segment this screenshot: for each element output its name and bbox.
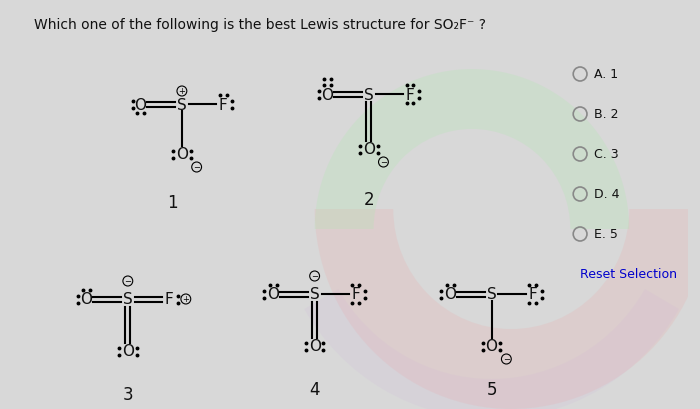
Text: F: F: [528, 287, 538, 302]
Text: 2: 2: [363, 191, 374, 209]
Text: A. 1: A. 1: [594, 68, 618, 81]
Text: 1: 1: [167, 193, 177, 211]
Text: B. 2: B. 2: [594, 108, 618, 121]
Text: S: S: [364, 87, 374, 102]
Text: −: −: [311, 272, 318, 281]
Text: S: S: [177, 97, 187, 112]
Text: −: −: [193, 163, 200, 172]
Wedge shape: [314, 70, 629, 229]
Text: 4: 4: [309, 380, 320, 398]
Text: D. 4: D. 4: [594, 188, 620, 201]
Text: F: F: [351, 287, 360, 302]
Text: F: F: [405, 87, 414, 102]
Text: O: O: [363, 142, 375, 157]
Wedge shape: [304, 289, 679, 409]
Text: O: O: [176, 147, 188, 162]
Text: S: S: [486, 287, 496, 302]
Wedge shape: [314, 209, 700, 409]
Text: O: O: [444, 287, 456, 302]
Text: F: F: [219, 97, 228, 112]
Text: O: O: [267, 287, 279, 302]
Text: 3: 3: [122, 385, 133, 403]
Text: −: −: [503, 355, 510, 364]
Text: O: O: [80, 292, 92, 307]
Text: O: O: [309, 339, 321, 354]
Text: +: +: [178, 87, 186, 96]
Text: O: O: [134, 97, 146, 112]
Text: −: −: [380, 158, 387, 167]
Text: C. 3: C. 3: [594, 148, 619, 161]
Text: Which one of the following is the best Lewis structure for SO₂F⁻ ?: Which one of the following is the best L…: [34, 18, 486, 32]
Text: O: O: [486, 339, 498, 354]
Text: +: +: [183, 295, 189, 304]
Text: O: O: [321, 87, 333, 102]
Text: −: −: [125, 277, 132, 286]
Text: Reset Selection: Reset Selection: [580, 268, 677, 281]
Text: S: S: [123, 292, 133, 307]
Text: F: F: [164, 292, 174, 307]
Text: 5: 5: [486, 380, 497, 398]
Text: O: O: [122, 344, 134, 359]
Text: E. 5: E. 5: [594, 228, 617, 241]
Text: S: S: [310, 287, 319, 302]
